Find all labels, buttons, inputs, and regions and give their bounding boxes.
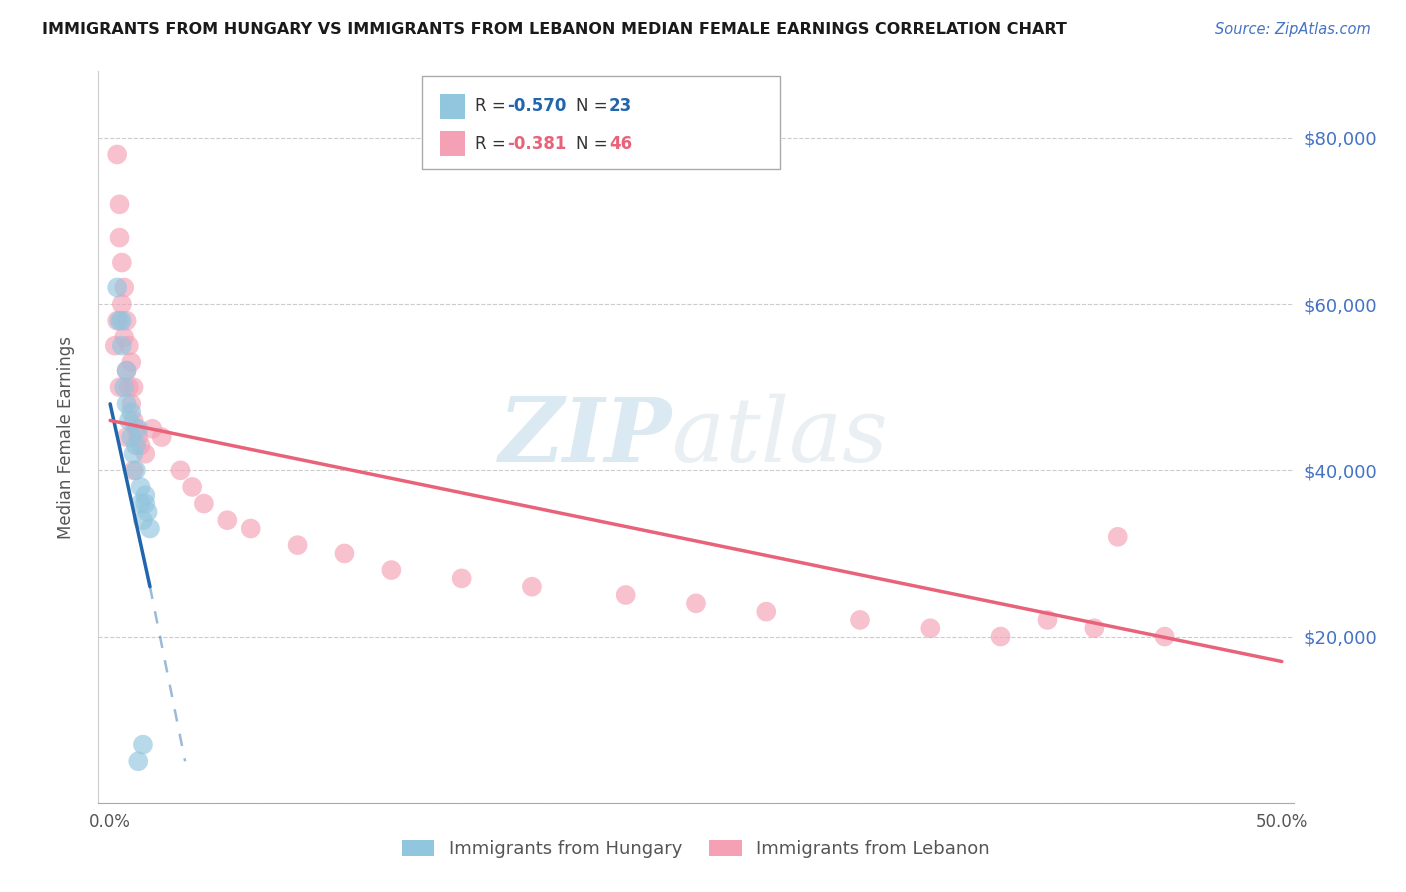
Text: N =: N = [576,97,613,115]
Point [115,363,138,377]
Point [127,754,149,768]
Point [122,413,145,427]
Point [122,447,145,461]
Point [108,230,131,244]
Point [122,380,145,394]
Point [181,480,204,494]
Point [685,596,707,610]
Point [118,380,141,394]
Point [111,314,134,328]
Point [129,497,152,511]
Point [105,314,128,328]
Text: Source: ZipAtlas.com: Source: ZipAtlas.com [1215,22,1371,37]
Text: R =: R = [475,97,512,115]
Point [127,430,149,444]
Point [193,497,215,511]
Point [136,505,159,519]
Text: IMMIGRANTS FROM HUNGARY VS IMMIGRANTS FROM LEBANON MEDIAN FEMALE EARNINGS CORREL: IMMIGRANTS FROM HUNGARY VS IMMIGRANTS FR… [42,22,1067,37]
Point [112,280,135,294]
Point [105,280,128,294]
Point [134,447,156,461]
Text: atlas: atlas [672,393,887,481]
Point [134,488,156,502]
Text: 46: 46 [609,135,631,153]
Point [120,430,142,444]
Point [141,422,163,436]
Point [115,430,138,444]
Point [115,397,138,411]
Point [169,463,191,477]
Point [990,630,1012,644]
Point [1107,530,1129,544]
Point [111,338,134,352]
Point [239,521,262,535]
Point [125,438,148,452]
Point [120,355,142,369]
Point [134,497,156,511]
Point [111,255,134,269]
Point [450,571,472,585]
Text: ZIP: ZIP [499,394,672,480]
Point [127,422,149,436]
Point [120,405,142,419]
Point [118,338,141,352]
Text: -0.381: -0.381 [508,135,567,153]
Text: N =: N = [576,135,613,153]
Point [111,297,134,311]
Point [125,463,148,477]
Point [118,413,141,427]
Point [520,580,543,594]
Point [614,588,637,602]
Point [1083,621,1105,635]
Point [333,546,356,560]
Point [115,363,138,377]
Point [115,314,138,328]
Point [380,563,402,577]
Point [122,463,145,477]
Point [1036,613,1059,627]
Point [150,430,173,444]
Point [920,621,942,635]
Point [1153,630,1175,644]
Point [139,521,162,535]
Legend: Immigrants from Hungary, Immigrants from Lebanon: Immigrants from Hungary, Immigrants from… [392,830,1000,867]
Point [125,422,148,436]
Point [129,438,152,452]
Y-axis label: Median Female Earnings: Median Female Earnings [56,335,75,539]
Point [849,613,872,627]
Text: R =: R = [475,135,512,153]
Point [129,480,152,494]
Point [132,738,155,752]
Point [108,197,131,211]
Point [755,605,778,619]
Text: -0.570: -0.570 [508,97,567,115]
Point [112,380,135,394]
Point [287,538,309,552]
Point [105,147,128,161]
Text: 23: 23 [609,97,633,115]
Point [108,380,131,394]
Point [120,397,142,411]
Point [217,513,239,527]
Point [112,330,135,344]
Point [104,338,127,352]
Point [108,314,131,328]
Point [132,513,155,527]
